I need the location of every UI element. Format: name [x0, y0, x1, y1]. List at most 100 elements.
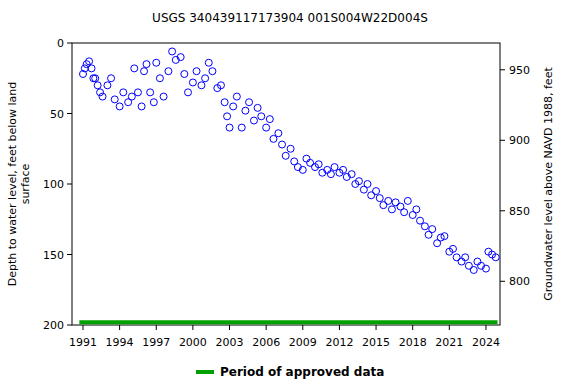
data-point — [99, 93, 106, 100]
y-tick-label: 100 — [43, 178, 64, 191]
x-tick — [119, 325, 120, 330]
x-tick-label: 2009 — [289, 336, 317, 349]
data-point — [193, 68, 200, 75]
x-tick-label: 2012 — [325, 336, 353, 349]
y-tick-label: 0 — [57, 37, 64, 50]
data-point — [340, 166, 347, 173]
y-tick-label: 200 — [43, 319, 64, 332]
y2-axis-label: Groundwater level above NAVD 1988, feet — [542, 67, 555, 301]
data-point — [299, 166, 306, 173]
data-point — [417, 217, 424, 224]
data-point — [421, 223, 428, 230]
y-tick — [67, 254, 72, 255]
data-point — [169, 48, 176, 55]
data-point — [141, 68, 148, 75]
data-point — [189, 79, 196, 86]
y2-tick-label: 800 — [509, 275, 530, 288]
data-point — [254, 104, 261, 111]
data-point — [165, 68, 172, 75]
data-point — [441, 233, 448, 240]
data-point — [429, 226, 436, 233]
data-point — [282, 152, 289, 159]
x-tick-label: 2021 — [435, 336, 463, 349]
y-tick — [67, 325, 72, 326]
x-tick-label: 1997 — [142, 336, 170, 349]
x-tick — [302, 325, 303, 330]
legend-swatch — [196, 370, 214, 374]
data-point — [315, 161, 322, 168]
y-tick — [67, 113, 72, 114]
data-point — [364, 181, 371, 188]
data-point — [160, 93, 167, 100]
data-point — [81, 65, 88, 72]
y-axis-label-line: Depth to water level, feet below land — [6, 82, 19, 287]
data-point — [348, 171, 355, 178]
data-point — [94, 82, 101, 89]
data-point — [250, 117, 257, 124]
data-point — [116, 103, 123, 110]
data-point — [88, 65, 95, 72]
data-point — [86, 58, 93, 65]
data-point — [355, 178, 362, 185]
data-point — [482, 265, 489, 272]
data-point — [92, 75, 99, 82]
data-point — [230, 103, 237, 110]
data-point — [217, 82, 224, 89]
y-tick — [67, 43, 72, 44]
y-tick-label: 150 — [43, 249, 64, 262]
data-point — [128, 93, 135, 100]
data-point — [376, 195, 383, 202]
data-point — [458, 258, 465, 265]
x-tick-label: 2015 — [362, 336, 390, 349]
data-point — [303, 155, 310, 162]
marks — [79, 48, 499, 322]
data-point — [279, 141, 286, 148]
y2-tick — [500, 281, 505, 282]
chart: USGS 340439117173904 001S004W22D004S0501… — [0, 0, 576, 384]
data-point — [404, 197, 411, 204]
data-point — [331, 164, 338, 171]
data-point — [111, 96, 118, 103]
data-point — [108, 75, 115, 82]
x-tick-label: 1991 — [69, 336, 97, 349]
data-point — [153, 59, 160, 66]
approved-period-line — [79, 320, 497, 324]
data-point — [147, 89, 154, 96]
data-point — [287, 145, 294, 152]
data-point — [224, 113, 231, 120]
x-tick-label: 2000 — [179, 336, 207, 349]
x-tick — [156, 325, 157, 330]
data-point — [185, 89, 192, 96]
x-tick — [449, 325, 450, 330]
data-point — [263, 124, 270, 131]
data-point — [388, 206, 395, 213]
data-point — [258, 113, 265, 120]
data-point — [492, 254, 499, 261]
data-point — [221, 99, 228, 106]
x-tick — [229, 325, 230, 330]
x-tick — [266, 325, 267, 330]
data-point — [238, 124, 245, 131]
data-point — [470, 267, 477, 274]
y2-tick-label: 900 — [509, 134, 530, 147]
x-tick-label: 2003 — [216, 336, 244, 349]
data-point — [198, 82, 205, 89]
data-point — [134, 89, 141, 96]
x-tick-label: 1994 — [106, 336, 134, 349]
data-point — [209, 68, 216, 75]
y2-tick — [500, 210, 505, 211]
y2-tick — [500, 69, 505, 70]
data-point — [233, 93, 240, 100]
x-tick-label: 2018 — [399, 336, 427, 349]
x-tick — [485, 325, 486, 330]
data-point — [177, 54, 184, 61]
data-point — [138, 103, 145, 110]
data-point — [385, 197, 392, 204]
data-point — [266, 116, 273, 123]
data-point — [143, 61, 150, 68]
legend-label: Period of approved data — [220, 365, 384, 379]
data-point — [327, 171, 334, 178]
y-axis-label: Depth to water level, feet below landsur… — [6, 82, 32, 287]
data-point — [181, 71, 188, 78]
y-axis-label-line: surface — [19, 163, 32, 204]
